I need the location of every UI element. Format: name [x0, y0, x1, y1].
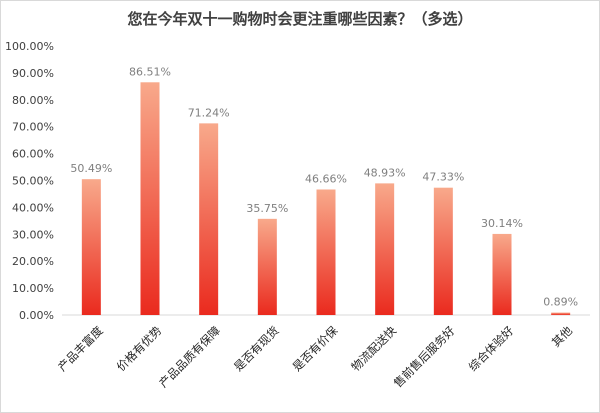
category-label: 价格有优势 — [114, 323, 165, 374]
y-tick-label: 50.00% — [12, 175, 54, 188]
y-tick-label: 0.00% — [19, 309, 54, 322]
category-label: 物流配送快 — [348, 323, 399, 374]
data-label: 0.89% — [543, 296, 578, 309]
bar — [433, 187, 453, 315]
category-label: 其他 — [549, 323, 576, 350]
data-labels-group: 50.49% 86.51% 71.24% 35.75% 46.66% 48.93% 47.3… — [70, 65, 578, 308]
data-label: 46.66% — [305, 172, 347, 185]
bar — [81, 179, 101, 315]
y-tick-label: 40.00% — [12, 201, 54, 214]
y-tick-label: 10.00% — [12, 282, 54, 295]
bar — [140, 82, 160, 315]
y-tick-label: 20.00% — [12, 255, 54, 268]
bar — [199, 123, 219, 315]
bar — [257, 218, 277, 315]
category-label: 综合体验好 — [466, 323, 517, 374]
bar — [375, 183, 395, 315]
bar — [492, 233, 512, 315]
y-axis-ticks: 0.00% 10.00% 20.00% 30.00% 40.00% 50.00% 60.00… — [5, 40, 54, 322]
bar — [316, 189, 336, 315]
bars-group — [81, 82, 571, 315]
chart-title: 您在今年双十一购物时会更注重哪些因素？（多选） — [127, 10, 473, 28]
category-labels-group: 产品丰富度 价格有优势产品品质有保障 是否有现货 是否有价保 物流配送快售前售后服务好综… — [55, 323, 575, 390]
data-label: 35.75% — [246, 202, 288, 215]
category-label: 是否有价保 — [290, 323, 341, 374]
data-label: 47.33% — [422, 171, 464, 184]
bar — [551, 312, 571, 315]
data-label: 30.14% — [481, 217, 523, 230]
data-label: 48.93% — [364, 166, 406, 179]
data-label: 71.24% — [188, 106, 230, 119]
y-tick-label: 70.00% — [12, 121, 54, 134]
category-label: 产品丰富度 — [55, 323, 106, 374]
y-tick-label: 60.00% — [12, 148, 54, 161]
category-label: 是否有现货 — [231, 323, 282, 374]
data-label: 86.51% — [129, 65, 171, 78]
y-tick-label: 100.00% — [5, 40, 54, 53]
category-label: 产品品质有保障 — [156, 323, 223, 390]
y-tick-label: 30.00% — [12, 228, 54, 241]
category-label: 售前售后服务好 — [391, 323, 458, 390]
y-tick-label: 90.00% — [12, 67, 54, 80]
y-tick-label: 80.00% — [12, 94, 54, 107]
data-label: 50.49% — [70, 162, 112, 175]
